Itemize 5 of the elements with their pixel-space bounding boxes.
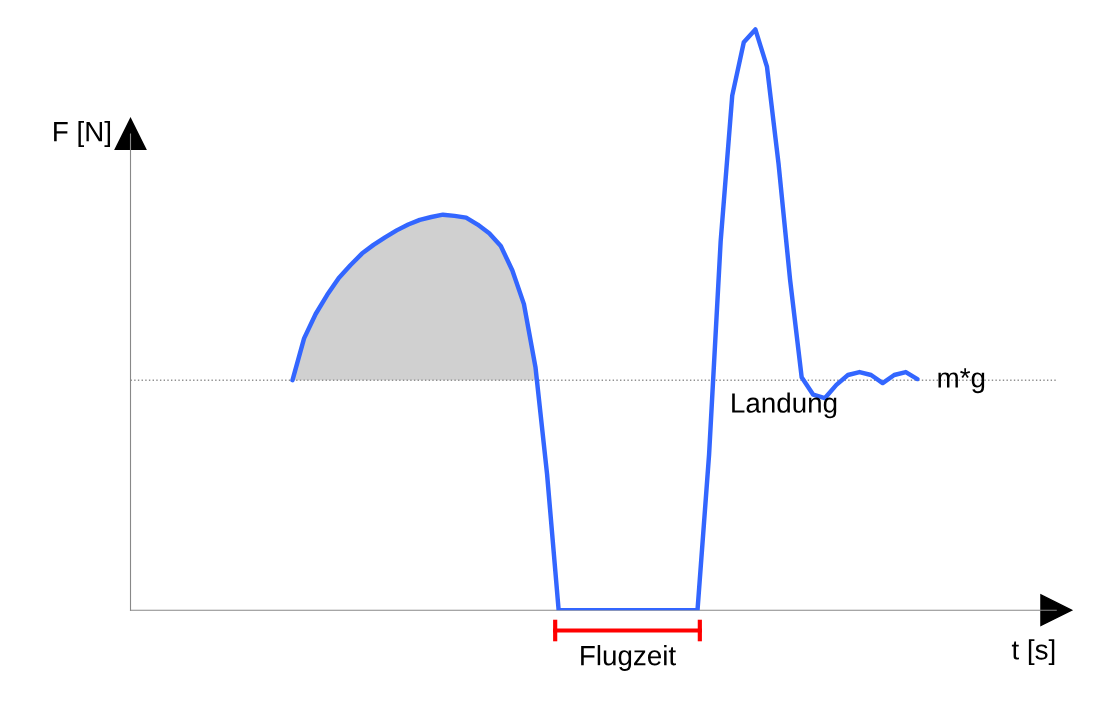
text: Flugzeit [581,645,676,671]
y-axis-title: F [N] [54,121,111,147]
ref-line-label: m*g [938,368,985,394]
x-axis-title: t [s] [1011,639,1055,666]
annotation: Landung [732,392,837,419]
